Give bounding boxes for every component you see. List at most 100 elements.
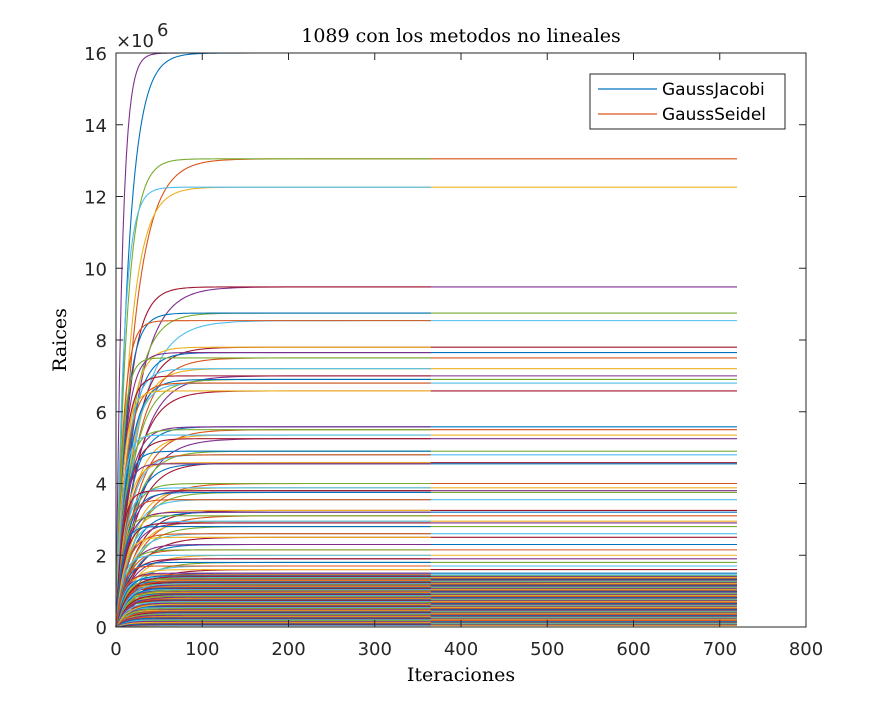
series-line-gaussseidel [115, 599, 431, 628]
y-axis-ticks: 0 2 4 6 8 10 12 14 16 [84, 44, 806, 639]
series-line-gaussseidel [115, 611, 431, 628]
y-tick-label: 14 [84, 116, 107, 137]
series-line-gaussjacobi [115, 357, 737, 628]
series-line-gaussseidel [115, 352, 431, 628]
series-line-gaussseidel [115, 429, 431, 628]
series-line-gaussseidel [115, 603, 431, 628]
series-line-gaussseidel [115, 454, 431, 628]
series-line-gaussjacobi [115, 158, 737, 628]
y-tick-label: 10 [84, 259, 107, 280]
series-line-gaussseidel [115, 320, 431, 628]
series-line-gaussseidel [115, 375, 431, 628]
series-line-gaussseidel [115, 620, 431, 628]
series-line-gaussjacobi [115, 554, 737, 628]
legend-label-gaussjacobi: GaussJacobi [662, 80, 765, 100]
series-line-gaussseidel [115, 623, 431, 628]
x-axis-label: Iteraciones [407, 664, 515, 686]
series-line-gaussseidel [115, 526, 431, 628]
series-line-gaussseidel [115, 499, 431, 628]
y-axis-label: Raices [49, 308, 71, 372]
y-tick-label: 6 [96, 403, 107, 424]
series-line-gaussseidel [115, 158, 431, 628]
series-line-gaussjacobi [115, 536, 737, 628]
series-line-gaussseidel [115, 575, 431, 628]
series-line-gaussseidel [115, 610, 431, 628]
series-line-gaussseidel [115, 482, 431, 628]
y-tick-label: 0 [96, 618, 107, 639]
series-line-gaussseidel [115, 613, 431, 628]
y-exponent-power: 6 [157, 20, 168, 41]
y-tick-label: 8 [96, 331, 107, 352]
series-line-gaussseidel [115, 607, 431, 628]
series-line-gaussjacobi [115, 511, 737, 628]
y-tick-label: 16 [84, 44, 107, 65]
series-line-gaussjacobi [115, 543, 737, 628]
series-line-gaussjacobi [115, 434, 737, 628]
series-line-gaussseidel [115, 575, 431, 628]
plot-area [116, 53, 806, 627]
x-tick-label: 600 [616, 639, 650, 660]
y-tick-label: 12 [84, 188, 107, 209]
series-line-gaussjacobi [115, 429, 737, 628]
series-line-gaussseidel [115, 614, 431, 628]
x-tick-label: 200 [271, 639, 305, 660]
series-line-gaussjacobi [115, 520, 737, 628]
series-line-gaussseidel [115, 589, 431, 628]
series-line-gaussseidel [115, 601, 431, 628]
y-tick-label: 2 [96, 546, 107, 567]
legend: GaussJacobi GaussSeidel [589, 73, 786, 130]
series-line-gaussjacobi [115, 312, 737, 628]
y-tick-label: 4 [96, 475, 107, 496]
series-line-gaussseidel [115, 577, 431, 628]
series-line-gaussseidel [115, 608, 431, 628]
series-line-gaussseidel [115, 606, 431, 628]
series-line-gaussjacobi [115, 286, 737, 628]
x-tick-label: 800 [789, 639, 823, 660]
x-tick-label: 100 [185, 639, 219, 660]
x-tick-label: 300 [358, 639, 392, 660]
series-line-gaussseidel [115, 378, 431, 628]
series-line-gaussseidel [115, 624, 431, 628]
series-line-gaussseidel [115, 554, 431, 628]
series-line-gaussseidel [115, 606, 431, 628]
series-line-gaussseidel [115, 612, 431, 628]
legend-label-gaussseidel: GaussSeidel [662, 105, 766, 125]
series-line-gaussseidel [115, 426, 431, 628]
x-tick-label: 500 [530, 639, 564, 660]
chart-title: 1089 con los metodos no lineales [301, 25, 621, 47]
series-line-gaussseidel [115, 587, 431, 628]
series-line-gaussseidel [115, 186, 431, 628]
x-tick-label: 0 [110, 639, 121, 660]
series-line-gaussseidel [115, 533, 431, 628]
series-line-gaussseidel [115, 604, 431, 628]
series-line-gaussseidel [115, 450, 431, 628]
series-line-gaussseidel [115, 618, 431, 628]
series-line-gaussseidel [115, 574, 431, 628]
series-line-gaussseidel [115, 558, 431, 628]
x-tick-label: 700 [703, 639, 737, 660]
series-line-gaussjacobi [115, 463, 737, 628]
series-line-gaussseidel [115, 617, 431, 628]
series-line-gaussseidel [115, 487, 431, 628]
series-line-gaussseidel [115, 520, 431, 628]
legend-box [589, 73, 786, 130]
series-line-gaussseidel [115, 382, 431, 628]
series-line-gaussseidel [115, 357, 431, 628]
series-line-gaussseidel [115, 509, 431, 628]
series-line-gaussseidel [115, 536, 431, 628]
x-tick-label: 400 [444, 639, 478, 660]
series-line-gaussseidel [115, 511, 431, 628]
series-line-gaussseidel [115, 490, 431, 628]
series-line-gaussseidel [115, 346, 431, 628]
series-line-gaussseidel [115, 565, 431, 628]
y-exponent-base: ×10 [116, 31, 154, 52]
series-line-gaussjacobi [115, 378, 737, 628]
series-line-gaussjacobi [115, 450, 737, 628]
series-line-gaussseidel [115, 621, 431, 628]
series-line-gaussseidel [115, 596, 431, 628]
series-line-gaussseidel [115, 462, 431, 628]
series-line-gaussseidel [115, 616, 431, 628]
series-line-gaussseidel [115, 522, 431, 628]
series-lines [115, 52, 737, 628]
